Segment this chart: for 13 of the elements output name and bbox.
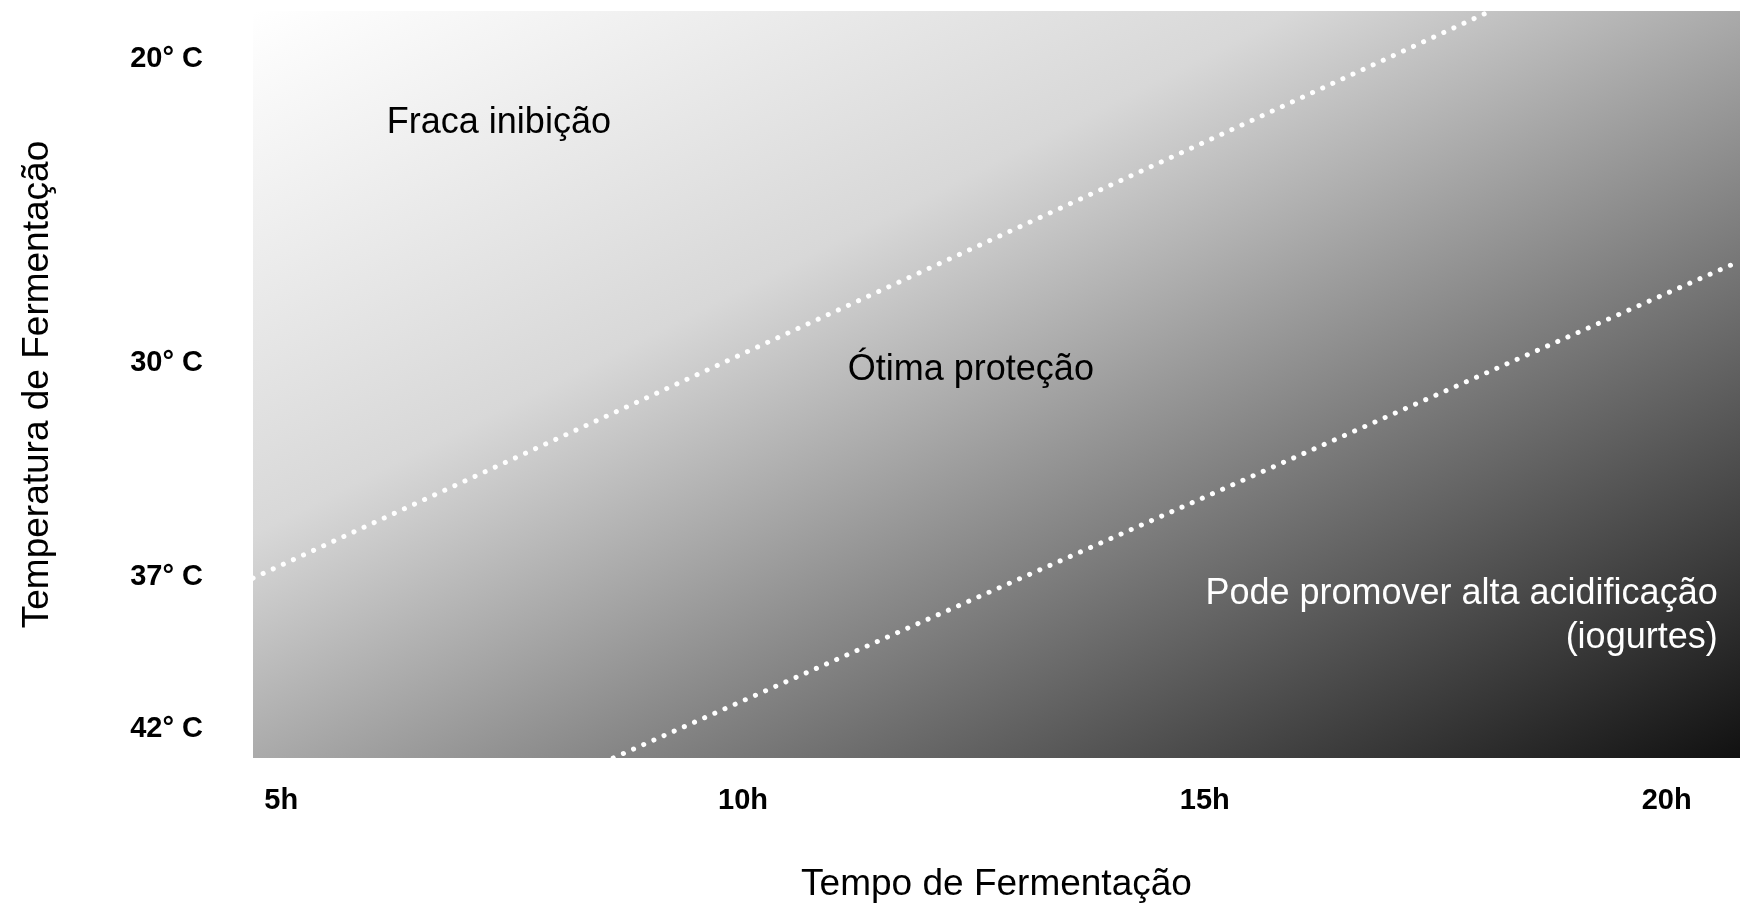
y-tick-label: 37° C bbox=[130, 558, 204, 591]
y-tick-label: 20° C bbox=[130, 40, 204, 73]
annotation: Fraca inibição bbox=[386, 99, 611, 141]
y-tick-label: 42° C bbox=[130, 711, 204, 744]
y-tick-label: 30° C bbox=[130, 345, 204, 378]
annotation: Pode promover alta acidificação (iogurtes) bbox=[1205, 570, 1718, 656]
x-tick-label: 20h bbox=[1641, 782, 1692, 815]
annotation: Ótima proteção bbox=[847, 346, 1094, 388]
y-axis-title: Temperatura de Fermentação bbox=[15, 140, 56, 629]
x-axis-title: Tempo de Fermentação bbox=[801, 862, 1192, 903]
x-tick-label: 10h bbox=[718, 782, 768, 815]
x-tick-label: 5h bbox=[264, 782, 299, 815]
x-tick-label: 15h bbox=[1179, 782, 1230, 815]
